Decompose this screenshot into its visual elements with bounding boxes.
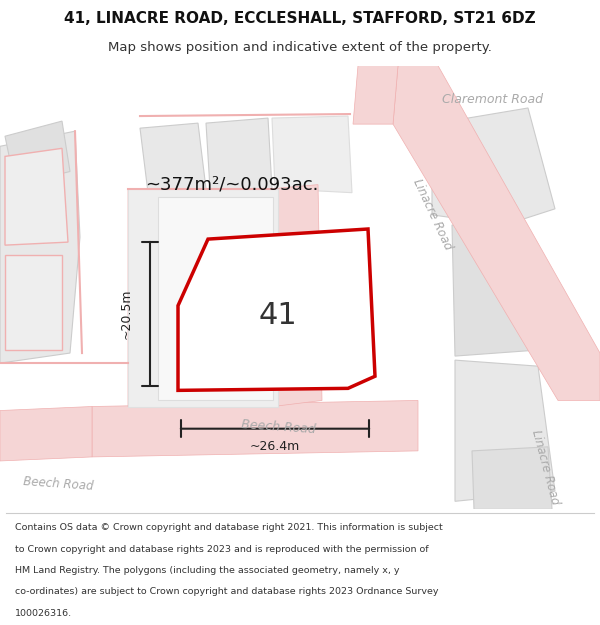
Text: 41: 41 <box>259 301 298 330</box>
Polygon shape <box>272 116 352 192</box>
Polygon shape <box>206 118 272 189</box>
Polygon shape <box>5 148 68 245</box>
Polygon shape <box>452 225 538 356</box>
Text: Claremont Road: Claremont Road <box>442 93 542 106</box>
Text: ~20.5m: ~20.5m <box>119 289 133 339</box>
Text: co-ordinates) are subject to Crown copyright and database rights 2023 Ordnance S: co-ordinates) are subject to Crown copyr… <box>15 588 439 596</box>
Text: Map shows position and indicative extent of the property.: Map shows position and indicative extent… <box>108 41 492 54</box>
Text: to Crown copyright and database rights 2023 and is reproduced with the permissio: to Crown copyright and database rights 2… <box>15 544 428 554</box>
Polygon shape <box>178 229 375 391</box>
Polygon shape <box>0 131 80 363</box>
Text: Beech Road: Beech Road <box>22 475 94 493</box>
Text: ~26.4m: ~26.4m <box>250 441 300 453</box>
Polygon shape <box>0 406 92 461</box>
Text: HM Land Registry. The polygons (including the associated geometry, namely x, y: HM Land Registry. The polygons (includin… <box>15 566 400 575</box>
Polygon shape <box>273 184 322 406</box>
Text: 41, LINACRE ROAD, ECCLESHALL, STAFFORD, ST21 6DZ: 41, LINACRE ROAD, ECCLESHALL, STAFFORD, … <box>64 11 536 26</box>
Polygon shape <box>158 197 273 401</box>
Polygon shape <box>128 189 162 406</box>
Polygon shape <box>5 255 62 350</box>
Polygon shape <box>455 360 555 501</box>
Text: Beech Road: Beech Road <box>241 418 316 436</box>
Polygon shape <box>5 121 70 184</box>
Text: Linacre Road: Linacre Road <box>529 428 561 506</box>
Polygon shape <box>128 189 278 406</box>
Polygon shape <box>140 123 206 192</box>
Polygon shape <box>353 66 398 124</box>
Polygon shape <box>393 66 600 401</box>
Text: Linacre Road: Linacre Road <box>410 177 454 252</box>
Polygon shape <box>92 401 418 457</box>
Polygon shape <box>472 447 552 509</box>
Polygon shape <box>432 108 555 225</box>
Text: ~377m²/~0.093ac.: ~377m²/~0.093ac. <box>145 176 319 194</box>
Text: Contains OS data © Crown copyright and database right 2021. This information is : Contains OS data © Crown copyright and d… <box>15 523 443 532</box>
Text: 100026316.: 100026316. <box>15 609 72 618</box>
